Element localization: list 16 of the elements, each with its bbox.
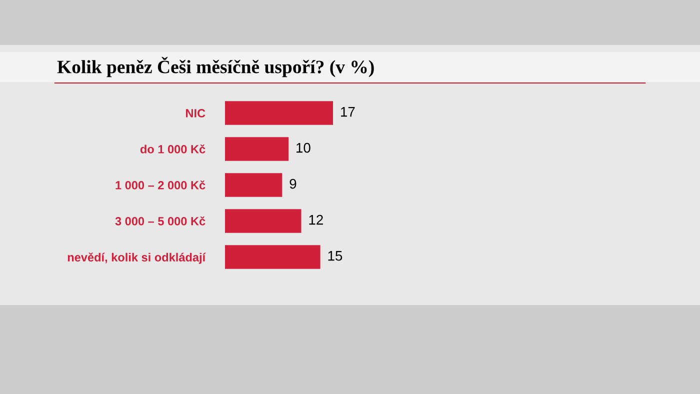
y-tick-label: NIC bbox=[186, 109, 206, 118]
bar bbox=[225, 245, 320, 269]
bar bbox=[225, 209, 302, 233]
y-tick-label: 1 000 – 2 000 Kč bbox=[116, 180, 206, 190]
data-label: 9 bbox=[290, 178, 296, 189]
bar bbox=[225, 101, 333, 125]
data-label: 15 bbox=[328, 251, 342, 261]
bar bbox=[225, 137, 289, 161]
y-tick-label: nevědí, kolik si odkládají bbox=[68, 252, 206, 264]
data-label: 10 bbox=[296, 142, 310, 153]
data-label: 17 bbox=[341, 107, 355, 117]
bar bbox=[225, 173, 282, 197]
y-tick-label: 3 000 – 5 000 Kč bbox=[115, 216, 206, 226]
chart-title: Kolik peněz Češi měsíčně uspoří? (v %) bbox=[57, 56, 374, 78]
y-tick-label: do 1 000 Kč bbox=[140, 144, 206, 154]
data-label: 12 bbox=[309, 214, 323, 225]
